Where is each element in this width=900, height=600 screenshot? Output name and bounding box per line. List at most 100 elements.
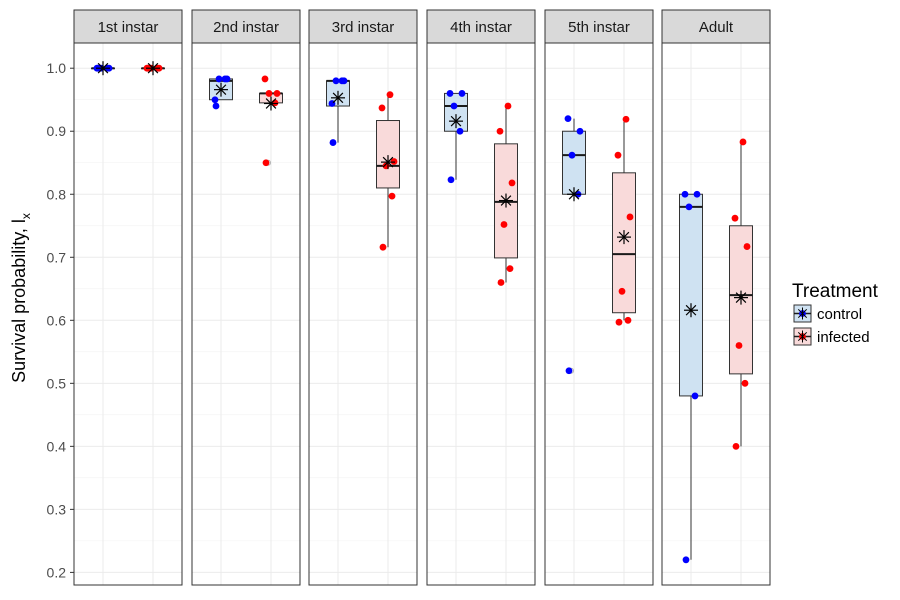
mean-stroke — [735, 292, 747, 303]
data-point — [506, 265, 514, 273]
data-point — [614, 151, 622, 159]
data-point — [626, 213, 634, 221]
mean-marker — [96, 61, 110, 76]
data-point — [458, 90, 466, 97]
mean-marker — [449, 114, 463, 129]
panel-background — [545, 43, 653, 585]
facet-panel: 3rd instar — [308, 9, 418, 586]
data-point — [500, 221, 508, 228]
data-point — [618, 287, 626, 295]
data-point — [340, 77, 348, 85]
panel-background — [427, 43, 535, 585]
data-point — [211, 96, 219, 104]
legend-key-mean — [797, 307, 808, 320]
boxplot-control — [562, 115, 586, 375]
panel-border — [191, 42, 301, 586]
data-point — [743, 243, 751, 250]
data-point — [215, 75, 223, 83]
facet-panel: 1st instar — [73, 9, 183, 586]
boxplot-infected — [141, 61, 165, 76]
panel-background — [74, 43, 182, 585]
mean-stroke — [97, 62, 109, 74]
box-iqr — [444, 92, 468, 132]
data-point — [685, 203, 693, 211]
panel-background — [309, 43, 417, 585]
data-point — [262, 159, 270, 167]
y-tick-label: 1.0 — [47, 60, 67, 76]
facet-strip-label: 5th instar — [568, 19, 630, 36]
facet-strip-label: 2nd instar — [213, 19, 279, 36]
data-point — [624, 316, 632, 324]
data-point — [693, 190, 701, 198]
data-point — [564, 115, 572, 123]
data-point — [223, 75, 231, 83]
legend-title: Treatment — [792, 281, 879, 302]
boxplot-infected — [612, 115, 636, 326]
data-point — [691, 392, 699, 400]
data-point — [732, 442, 740, 450]
boxplot-control — [91, 61, 115, 76]
data-point — [508, 179, 516, 187]
y-axis-title-main: Survival probability, l — [9, 219, 29, 383]
facet-strip-label: 1st instar — [98, 19, 159, 36]
mean-stroke — [500, 195, 512, 206]
mean-marker — [214, 82, 228, 97]
boxplot-control — [209, 75, 233, 110]
data-point — [378, 104, 386, 112]
box-iqr — [562, 130, 586, 195]
panel-border — [308, 42, 418, 586]
data-point — [622, 115, 630, 123]
facet-panel: Adult — [661, 9, 771, 586]
data-point — [329, 139, 337, 146]
facet-strip — [426, 9, 536, 44]
mean-stroke — [332, 92, 344, 104]
mean-marker — [146, 61, 160, 76]
y-axis: 0.2 0.3 0.4 0.5 0.6 0.7 0.8 0.9 1.0 — [47, 60, 74, 580]
data-point — [450, 102, 458, 110]
facet-strip-label: 4th instar — [450, 19, 512, 36]
boxplot-control — [444, 90, 468, 184]
facet-panel: 2nd instar — [191, 9, 301, 586]
boxplot-infected — [376, 91, 400, 251]
mean-stroke — [265, 98, 277, 109]
y-tick-label: 0.7 — [47, 249, 67, 265]
data-point — [565, 367, 573, 375]
mean-marker — [381, 155, 395, 170]
panel-border — [73, 42, 183, 586]
data-point — [390, 158, 398, 165]
y-axis-title-subscript: x — [19, 213, 33, 219]
facet-strip — [191, 9, 301, 44]
data-point — [261, 75, 269, 83]
panel-border — [426, 42, 536, 586]
facet-strip — [544, 9, 654, 44]
data-point — [731, 214, 739, 222]
data-point — [576, 127, 584, 135]
mean-stroke — [382, 156, 394, 168]
facet-strip — [73, 9, 183, 44]
data-point — [682, 556, 690, 564]
boxplot-infected — [494, 102, 518, 286]
data-point — [497, 279, 505, 286]
facet-strip-label: Adult — [699, 19, 734, 36]
box-iqr — [679, 193, 703, 397]
mean-marker — [499, 193, 513, 208]
data-point — [615, 318, 623, 326]
mean-stroke — [797, 308, 808, 319]
mean-stroke — [797, 331, 808, 342]
y-axis-title: Survival probability, lx — [9, 213, 33, 383]
data-point — [273, 90, 281, 97]
data-point — [265, 90, 273, 97]
facets-layer: 1st instar 2nd instar 3rd instar 4th instar… — [73, 9, 771, 586]
facet-strip — [308, 9, 418, 44]
legend-label: infected — [817, 329, 870, 346]
data-point — [212, 102, 220, 110]
panel-border — [661, 42, 771, 586]
y-tick-label: 0.3 — [47, 501, 67, 517]
mean-marker — [264, 96, 278, 111]
data-point — [496, 127, 504, 135]
data-point — [388, 192, 396, 200]
facet-panel: 5th instar — [544, 9, 654, 586]
data-point — [446, 90, 454, 97]
boxplot-control — [679, 190, 703, 564]
